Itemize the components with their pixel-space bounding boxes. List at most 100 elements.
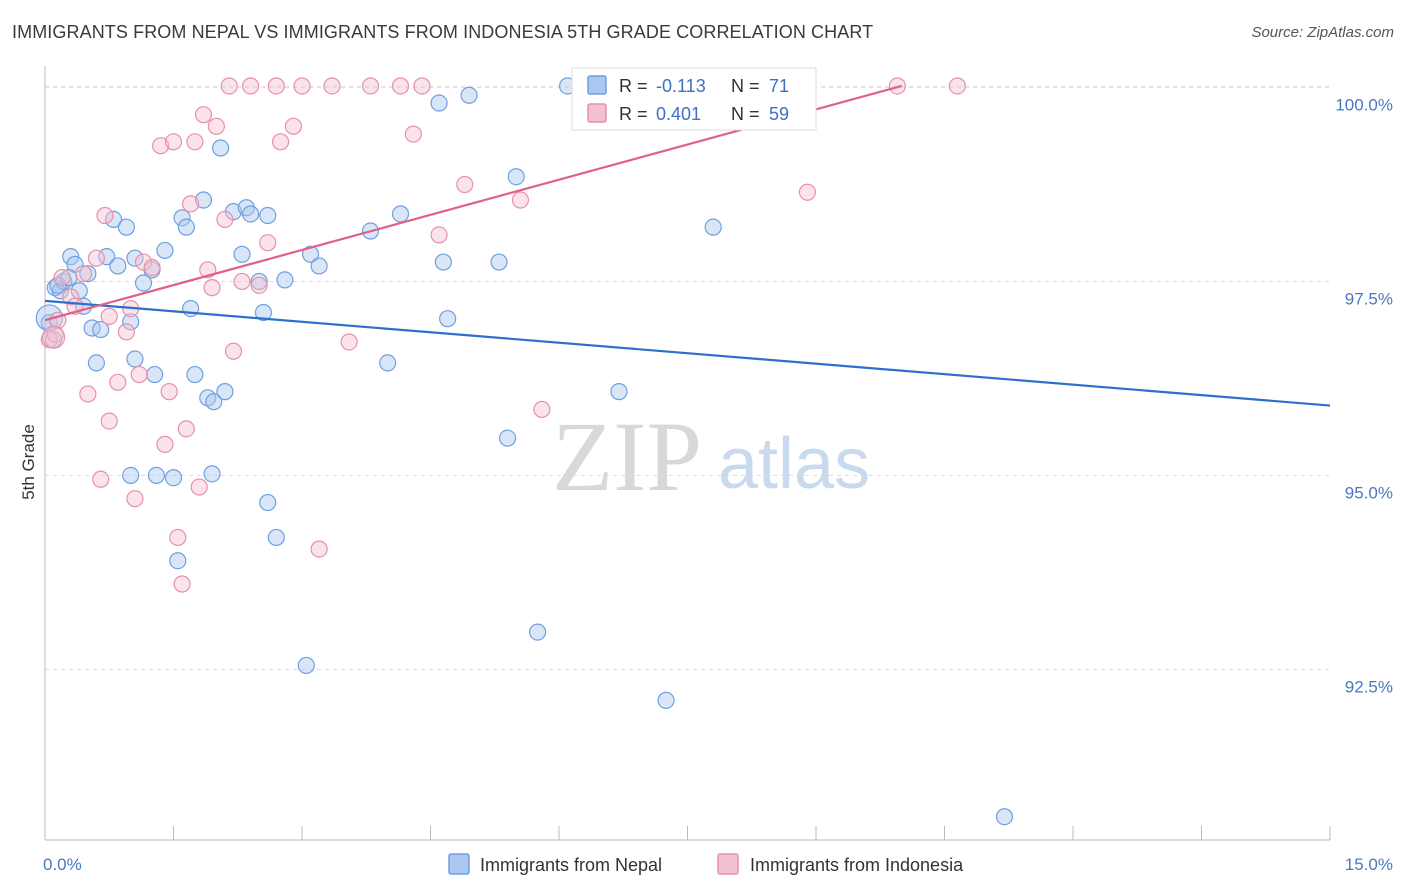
nepal-point bbox=[216, 383, 234, 401]
legend-box bbox=[571, 67, 817, 131]
nepal-point bbox=[117, 218, 135, 236]
bottom-legend-swatch-nepal bbox=[448, 853, 470, 875]
x-tick-labels: 0.0% 15.0% bbox=[43, 855, 1393, 874]
indonesia-point bbox=[242, 77, 260, 95]
nepal-point bbox=[460, 86, 478, 104]
nepal-point bbox=[126, 350, 144, 368]
bottom-legend-label-nepal: Immigrants from Nepal bbox=[480, 855, 662, 875]
nepal-point bbox=[610, 383, 628, 401]
legend-r-value-nepal: -0.113 bbox=[656, 76, 706, 96]
indonesia-point bbox=[117, 323, 135, 341]
indonesia-point bbox=[430, 226, 448, 244]
indonesia-point bbox=[134, 253, 153, 271]
indonesia-point bbox=[511, 191, 530, 209]
indonesia-point bbox=[96, 206, 114, 225]
nepal-point bbox=[156, 241, 174, 260]
indonesia-point bbox=[164, 133, 183, 151]
nepal-point bbox=[233, 245, 251, 263]
indonesia-point bbox=[109, 373, 127, 391]
nepal-point bbox=[242, 205, 260, 223]
indonesia-point bbox=[92, 470, 110, 488]
watermark: ZIP atlas bbox=[552, 401, 870, 512]
nepal-point bbox=[70, 282, 88, 300]
indonesia-point bbox=[259, 234, 277, 252]
y-tick-label: 92.5% bbox=[1345, 677, 1393, 696]
indonesia-point bbox=[233, 272, 251, 291]
y-tick-label: 100.0% bbox=[1335, 96, 1393, 115]
bottom-legend-label-indonesia: Immigrants from Indonesia bbox=[750, 855, 964, 875]
nepal-point bbox=[250, 272, 268, 291]
nepal-point bbox=[79, 265, 97, 283]
x-tick-label-min: 0.0% bbox=[43, 855, 82, 874]
indonesia-point bbox=[798, 183, 817, 201]
y-tick-label: 97.5% bbox=[1345, 289, 1393, 308]
x-tick-label-max: 15.0% bbox=[1345, 855, 1393, 874]
nepal-point bbox=[276, 271, 294, 289]
indonesia-point bbox=[100, 307, 118, 325]
indonesia-point bbox=[340, 333, 358, 351]
chart-title: IMMIGRANTS FROM NEPAL VS IMMIGRANTS FROM… bbox=[12, 22, 874, 42]
nepal-point bbox=[147, 466, 165, 484]
legend-n-value-indonesia: 59 bbox=[769, 104, 789, 124]
nepal-point bbox=[46, 279, 64, 297]
indonesia-point bbox=[250, 276, 268, 294]
source-credit: Source: ZipAtlas.com bbox=[1251, 24, 1394, 41]
nepal-point bbox=[126, 249, 144, 267]
nepal-point bbox=[173, 209, 191, 227]
y-tick-label: 95.0% bbox=[1345, 483, 1393, 502]
indonesia-point bbox=[62, 288, 80, 306]
indonesia-point bbox=[190, 478, 208, 496]
series-indonesia-points bbox=[40, 77, 966, 593]
indonesia-point bbox=[888, 77, 906, 95]
indonesia-point bbox=[224, 342, 243, 360]
indonesia-point bbox=[310, 540, 328, 558]
indonesia-point bbox=[74, 265, 93, 283]
nepal-point bbox=[379, 354, 397, 372]
nepal-point bbox=[430, 94, 448, 112]
nepal-point bbox=[164, 469, 183, 487]
legend-swatch-indonesia bbox=[587, 103, 607, 123]
nepal-point bbox=[169, 552, 187, 570]
nepal-point bbox=[146, 365, 164, 384]
indonesia-point bbox=[87, 249, 106, 267]
nepal-point bbox=[507, 168, 525, 186]
indonesia-point bbox=[182, 195, 200, 213]
watermark-zip: ZIP bbox=[552, 401, 702, 512]
nepal-point bbox=[490, 253, 508, 271]
y-tick-labels: 92.5% 95.0% 97.5% 100.0% bbox=[1335, 96, 1393, 697]
indonesia-point bbox=[293, 77, 311, 95]
correlation-legend: R = -0.113 N = 71 R = 0.401 N = 59 bbox=[571, 67, 817, 131]
indonesia-point bbox=[404, 125, 422, 143]
nepal-point bbox=[704, 218, 722, 236]
nepal-point bbox=[104, 210, 123, 228]
nepal-point bbox=[122, 313, 140, 331]
indonesia-point bbox=[194, 106, 213, 124]
y-axis-label: 5th Grade bbox=[19, 424, 38, 500]
indonesia-point bbox=[130, 365, 148, 384]
indonesia-point bbox=[207, 117, 225, 135]
nepal-point bbox=[439, 310, 457, 328]
indonesia-point bbox=[323, 77, 341, 95]
legend-r-value-indonesia: 0.401 bbox=[656, 104, 701, 124]
indonesia-point bbox=[126, 490, 144, 508]
nepal-point bbox=[259, 206, 277, 225]
indonesia-point bbox=[220, 77, 238, 95]
indonesia-point bbox=[948, 77, 966, 95]
nepal-point bbox=[310, 257, 328, 275]
nepal-point bbox=[995, 808, 1014, 826]
nepal-point bbox=[203, 465, 221, 483]
nepal-point bbox=[194, 191, 213, 209]
indonesia-point bbox=[152, 137, 170, 155]
nepal-point bbox=[87, 354, 106, 372]
indonesia-point bbox=[216, 210, 234, 228]
axes bbox=[44, 66, 1331, 841]
series-nepal-points bbox=[35, 77, 1014, 826]
nepal-point bbox=[297, 656, 315, 675]
nepal-point bbox=[83, 319, 101, 337]
indonesia-point bbox=[177, 420, 195, 438]
nepal-point bbox=[254, 303, 273, 322]
nepal-point bbox=[134, 274, 153, 292]
indonesia-point bbox=[160, 383, 178, 401]
nepal-point bbox=[186, 365, 204, 384]
